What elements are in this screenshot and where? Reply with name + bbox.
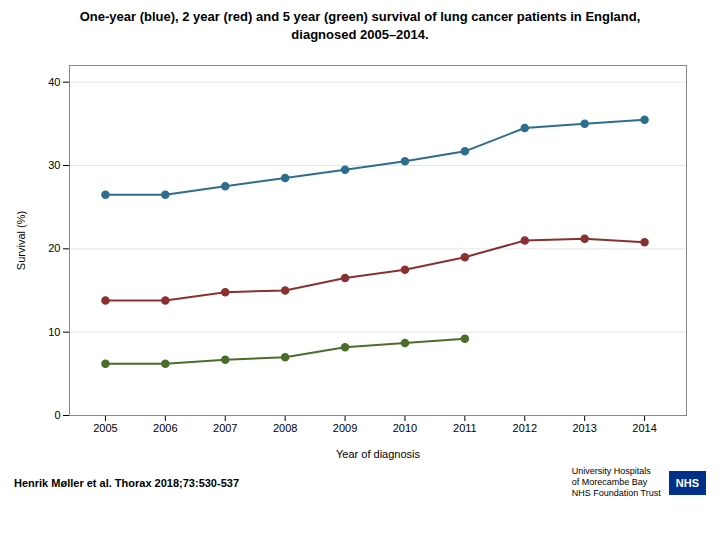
svg-text:2007: 2007 — [213, 422, 237, 434]
html-text:diagnosed 2005–2014.: diagnosed 2005–2014. — [291, 27, 429, 42]
svg-text:20: 20 — [48, 242, 60, 254]
svg-text:2006: 2006 — [153, 422, 177, 434]
svg-text:Survival (%): Survival (%) — [15, 211, 27, 270]
html-text:Henrik Møller et al. Thorax 20: Henrik Møller et al. Thorax 2018;73:530-… — [14, 476, 239, 489]
svg-text:2005: 2005 — [93, 422, 117, 434]
html-text:NHS: NHS — [675, 476, 699, 489]
svg-text:2012: 2012 — [513, 422, 537, 434]
svg-text:2014: 2014 — [632, 422, 656, 434]
svg-text:Year of diagnosis: Year of diagnosis — [336, 448, 420, 460]
html-text:of Morecambe Bay: of Morecambe Bay — [571, 477, 648, 487]
html-text:One-year (blue), 2 year (red): One-year (blue), 2 year (red) and 5 year… — [79, 9, 641, 24]
svg-text:10: 10 — [48, 326, 60, 338]
svg-text:2013: 2013 — [572, 422, 596, 434]
svg-text:0: 0 — [54, 409, 60, 421]
svg-text:40: 40 — [48, 76, 60, 88]
svg-text:2010: 2010 — [393, 422, 417, 434]
svg-text:2011: 2011 — [453, 422, 477, 434]
html-text:NHS Foundation Trust: NHS Foundation Trust — [571, 488, 661, 498]
svg-text:2008: 2008 — [273, 422, 297, 434]
svg-text:2009: 2009 — [333, 422, 357, 434]
svg-text:30: 30 — [48, 159, 60, 171]
html-text:University Hospitals: University Hospitals — [571, 466, 651, 476]
